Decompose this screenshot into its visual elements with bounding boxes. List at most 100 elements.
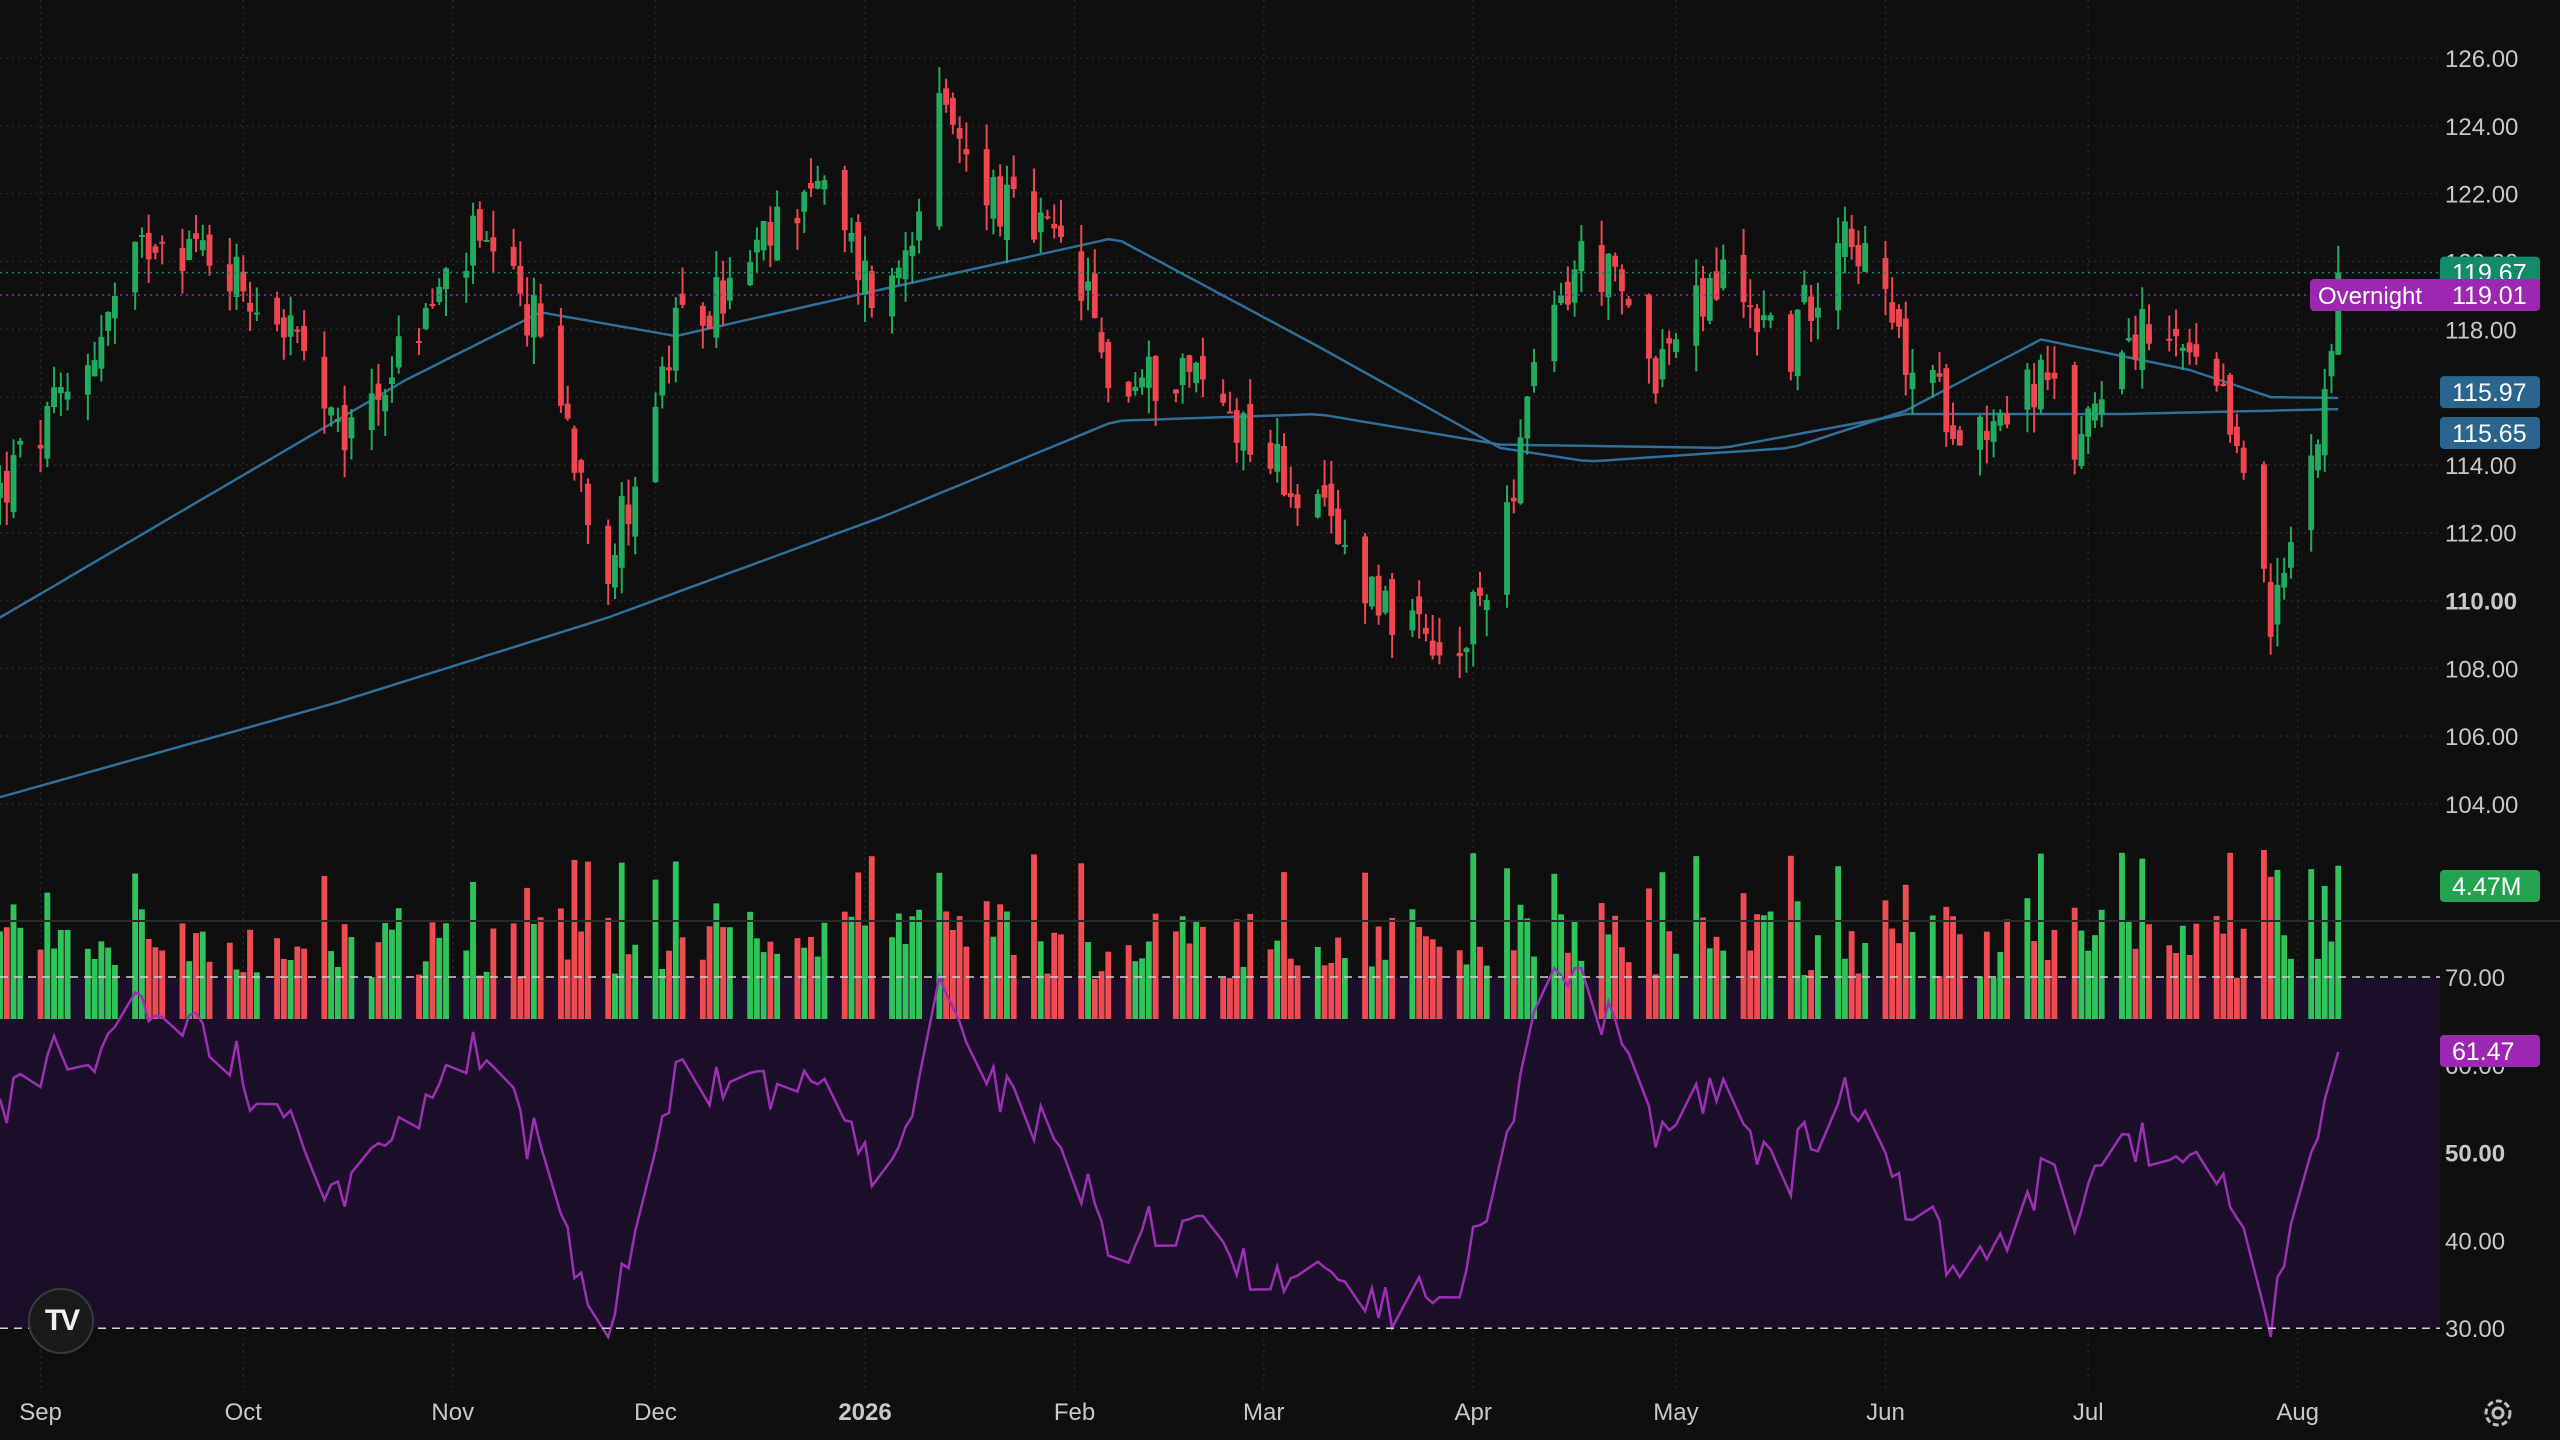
volume-bar bbox=[64, 930, 71, 1019]
candle-body bbox=[348, 417, 355, 439]
volume-bar bbox=[889, 937, 895, 1019]
volume-bar bbox=[321, 875, 328, 1019]
volume-bar bbox=[1145, 941, 1152, 1019]
volume-bar bbox=[1186, 943, 1193, 1019]
candle-body bbox=[2173, 328, 2179, 337]
volume-bar bbox=[1612, 915, 1619, 1019]
candle-body bbox=[1483, 600, 1490, 610]
candle-body bbox=[2004, 413, 2011, 425]
candle-body bbox=[470, 215, 476, 266]
volume-bar bbox=[328, 951, 335, 1019]
candle-body bbox=[1612, 255, 1619, 267]
volume-bar bbox=[801, 947, 808, 1019]
candle-body bbox=[1943, 368, 1950, 433]
rsi-tick-label: 40.00 bbox=[2445, 1228, 2505, 1255]
candle-body bbox=[253, 312, 260, 315]
rsi-tick-label: 30.00 bbox=[2445, 1316, 2505, 1343]
candle-body bbox=[1233, 410, 1240, 443]
tradingview-logo[interactable]: TV bbox=[28, 1288, 94, 1354]
candle-body bbox=[1605, 253, 1612, 298]
volume-bar bbox=[726, 927, 733, 1019]
time-tick-label: Jun bbox=[1866, 1399, 1905, 1426]
candle-body bbox=[44, 406, 51, 459]
volume-bar bbox=[1551, 873, 1558, 1019]
candle-body bbox=[1659, 349, 1666, 380]
candle-body bbox=[1125, 381, 1132, 397]
candle-body bbox=[1720, 259, 1727, 289]
candle-body bbox=[889, 275, 895, 317]
candle-body bbox=[1578, 241, 1585, 272]
volume-bar bbox=[1902, 884, 1909, 1019]
candle-body bbox=[726, 277, 733, 301]
candle-body bbox=[375, 383, 382, 400]
candle-body bbox=[1362, 536, 1369, 604]
candle-body bbox=[1551, 304, 1558, 362]
candle-body bbox=[1368, 576, 1375, 607]
candle-body bbox=[1058, 225, 1064, 237]
overnight-label: Overnight bbox=[2318, 283, 2422, 310]
volume-bar bbox=[1233, 919, 1240, 1019]
volume-bar bbox=[997, 904, 1004, 1019]
candle-body bbox=[1956, 430, 1963, 446]
candle-body bbox=[1848, 228, 1855, 248]
settings-gear-icon[interactable] bbox=[2478, 1393, 2518, 1433]
candle-body bbox=[2139, 308, 2146, 370]
volume-bar bbox=[2240, 928, 2247, 1019]
volume-bar bbox=[1787, 855, 1794, 1019]
candle-body bbox=[1031, 191, 1037, 240]
volume-bar bbox=[1341, 957, 1348, 1019]
volume-bar bbox=[1368, 966, 1375, 1019]
svg-text:61.47: 61.47 bbox=[2452, 1038, 2515, 1066]
candle-body bbox=[1456, 652, 1463, 657]
volume-bar bbox=[1943, 906, 1950, 1019]
volume-bar bbox=[132, 873, 139, 1019]
volume-bar bbox=[862, 925, 868, 1019]
volume-bar bbox=[1470, 853, 1477, 1019]
candle-body bbox=[1436, 642, 1443, 656]
volume-bar bbox=[1335, 937, 1341, 1019]
candle-body bbox=[186, 238, 193, 261]
candle-body bbox=[416, 341, 422, 344]
volume-bar bbox=[247, 929, 253, 1019]
candle-body bbox=[84, 365, 91, 395]
candle-body bbox=[902, 250, 909, 280]
volume-bar bbox=[301, 948, 308, 1019]
volume-bar bbox=[2092, 935, 2098, 1019]
volume-bar bbox=[1078, 863, 1085, 1019]
volume-bar bbox=[1409, 909, 1416, 1019]
volume-bar bbox=[1098, 971, 1105, 1019]
volume-bar bbox=[240, 972, 247, 1019]
volume-bar bbox=[1720, 950, 1727, 1019]
volume-bar bbox=[1051, 932, 1058, 1019]
volume-bar bbox=[1389, 917, 1396, 1019]
volume-bar bbox=[1605, 934, 1612, 1019]
volume-bar bbox=[2078, 930, 2085, 1019]
candle-body bbox=[1227, 411, 1233, 414]
candle-body bbox=[916, 211, 922, 241]
candle-body bbox=[1564, 281, 1571, 305]
volume-bar bbox=[2173, 952, 2179, 1019]
volume-bar bbox=[1625, 962, 1632, 1019]
volume-bar bbox=[2267, 876, 2274, 1019]
volume-bar bbox=[1429, 939, 1436, 1019]
time-tick-label: Apr bbox=[1455, 1399, 1492, 1426]
candle-body bbox=[767, 221, 774, 246]
price-tick-label: 110.00 bbox=[2445, 589, 2517, 616]
volume-bar bbox=[37, 949, 44, 1019]
volume-bar bbox=[159, 950, 166, 1019]
overnight-value: 119.01 bbox=[2452, 282, 2527, 310]
volume-bar bbox=[1193, 920, 1200, 1019]
candle-body bbox=[1321, 485, 1328, 498]
volume-bar bbox=[334, 966, 341, 1019]
volume-bar bbox=[1808, 970, 1815, 1019]
volume-bar bbox=[389, 929, 395, 1019]
volume-bar bbox=[1740, 893, 1747, 1019]
overnight-badge: Overnight 119.01 bbox=[2310, 279, 2540, 312]
candle-body bbox=[1760, 315, 1767, 321]
price-tick-label: 126.00 bbox=[2445, 46, 2518, 73]
time-axis[interactable]: Sep Oct Nov Dec 2026 Feb Mar Apr May Jun Jul Aug bbox=[19, 1399, 2319, 1426]
volume-bar bbox=[44, 892, 51, 1019]
volume-bar bbox=[990, 936, 997, 1019]
volume-bar bbox=[294, 946, 301, 1019]
